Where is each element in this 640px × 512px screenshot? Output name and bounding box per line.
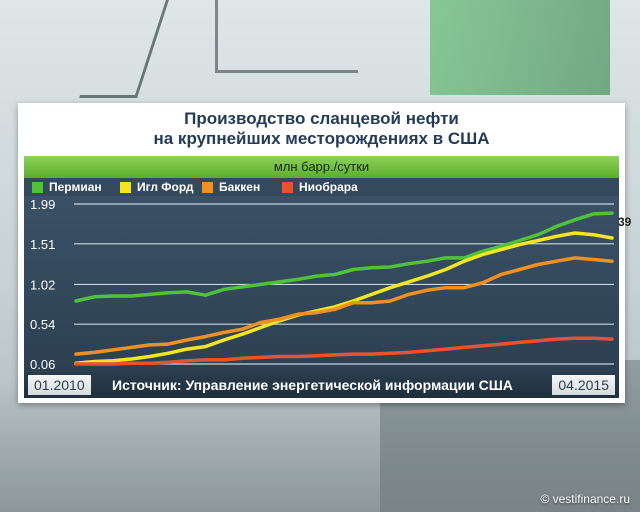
background-frame-left <box>79 0 169 98</box>
legend-label-permian: Пермиан <box>49 180 102 194</box>
series-line-3 <box>74 336 614 366</box>
chart-box: млн барр./сутки Пермиан Игл Форд Баккен … <box>24 156 619 398</box>
plot-area: 1.99 1.51 1.02 0.54 0.06 <box>24 196 619 372</box>
x-start-label: 01.2010 <box>28 375 91 395</box>
y-tick-label: 1.51 <box>30 237 55 252</box>
source-bar: 01.2010 Источник: Управление энергетичес… <box>24 372 619 398</box>
legend: Пермиан Игл Форд Баккен Ниобрара <box>24 178 619 196</box>
background-frame-center <box>215 0 358 73</box>
series-line-2 <box>74 256 614 356</box>
chart-panel: Производство сланцевой нефти на крупнейш… <box>18 103 625 403</box>
line-chart-svg: 1.99 1.51 1.02 0.54 0.06 <box>30 197 614 372</box>
legend-swatch-bakken <box>202 181 213 193</box>
chart-title-line1: Производство сланцевой нефти <box>184 109 459 128</box>
watermark: © vestifinance.ru <box>540 492 630 506</box>
legend-swatch-permian <box>32 181 43 193</box>
series-line-1 <box>74 231 614 365</box>
series-line-0 <box>74 211 614 303</box>
legend-item-eagle-ford: Игл Форд <box>120 178 194 196</box>
legend-label-bakken: Баккен <box>219 180 261 194</box>
y-tick-label: 1.02 <box>30 277 55 292</box>
chart-title-line2: на крупнейших месторождениях в США <box>153 129 490 148</box>
legend-label-eagle-ford: Игл Форд <box>137 180 194 194</box>
legend-item-niobrara: Ниобрара <box>282 178 358 196</box>
legend-item-permian: Пермиан <box>32 178 102 196</box>
x-end-label: 04.2015 <box>552 375 615 395</box>
legend-label-niobrara: Ниобрара <box>299 180 358 194</box>
y-tick-label: 1.99 <box>30 197 55 212</box>
legend-swatch-niobrara <box>282 181 293 193</box>
chart-title: Производство сланцевой нефти на крупнейш… <box>18 109 625 149</box>
background-green-block <box>430 0 610 95</box>
y-tick-label: 0.54 <box>30 317 55 332</box>
source-text: Источник: Управление энергетической инфо… <box>112 377 513 393</box>
legend-item-bakken: Баккен <box>202 178 260 196</box>
y-tick-label: 0.06 <box>30 357 55 372</box>
units-label: млн барр./сутки <box>24 156 619 178</box>
right-peek-value: 39 <box>618 215 632 229</box>
legend-swatch-eagle-ford <box>120 181 131 193</box>
